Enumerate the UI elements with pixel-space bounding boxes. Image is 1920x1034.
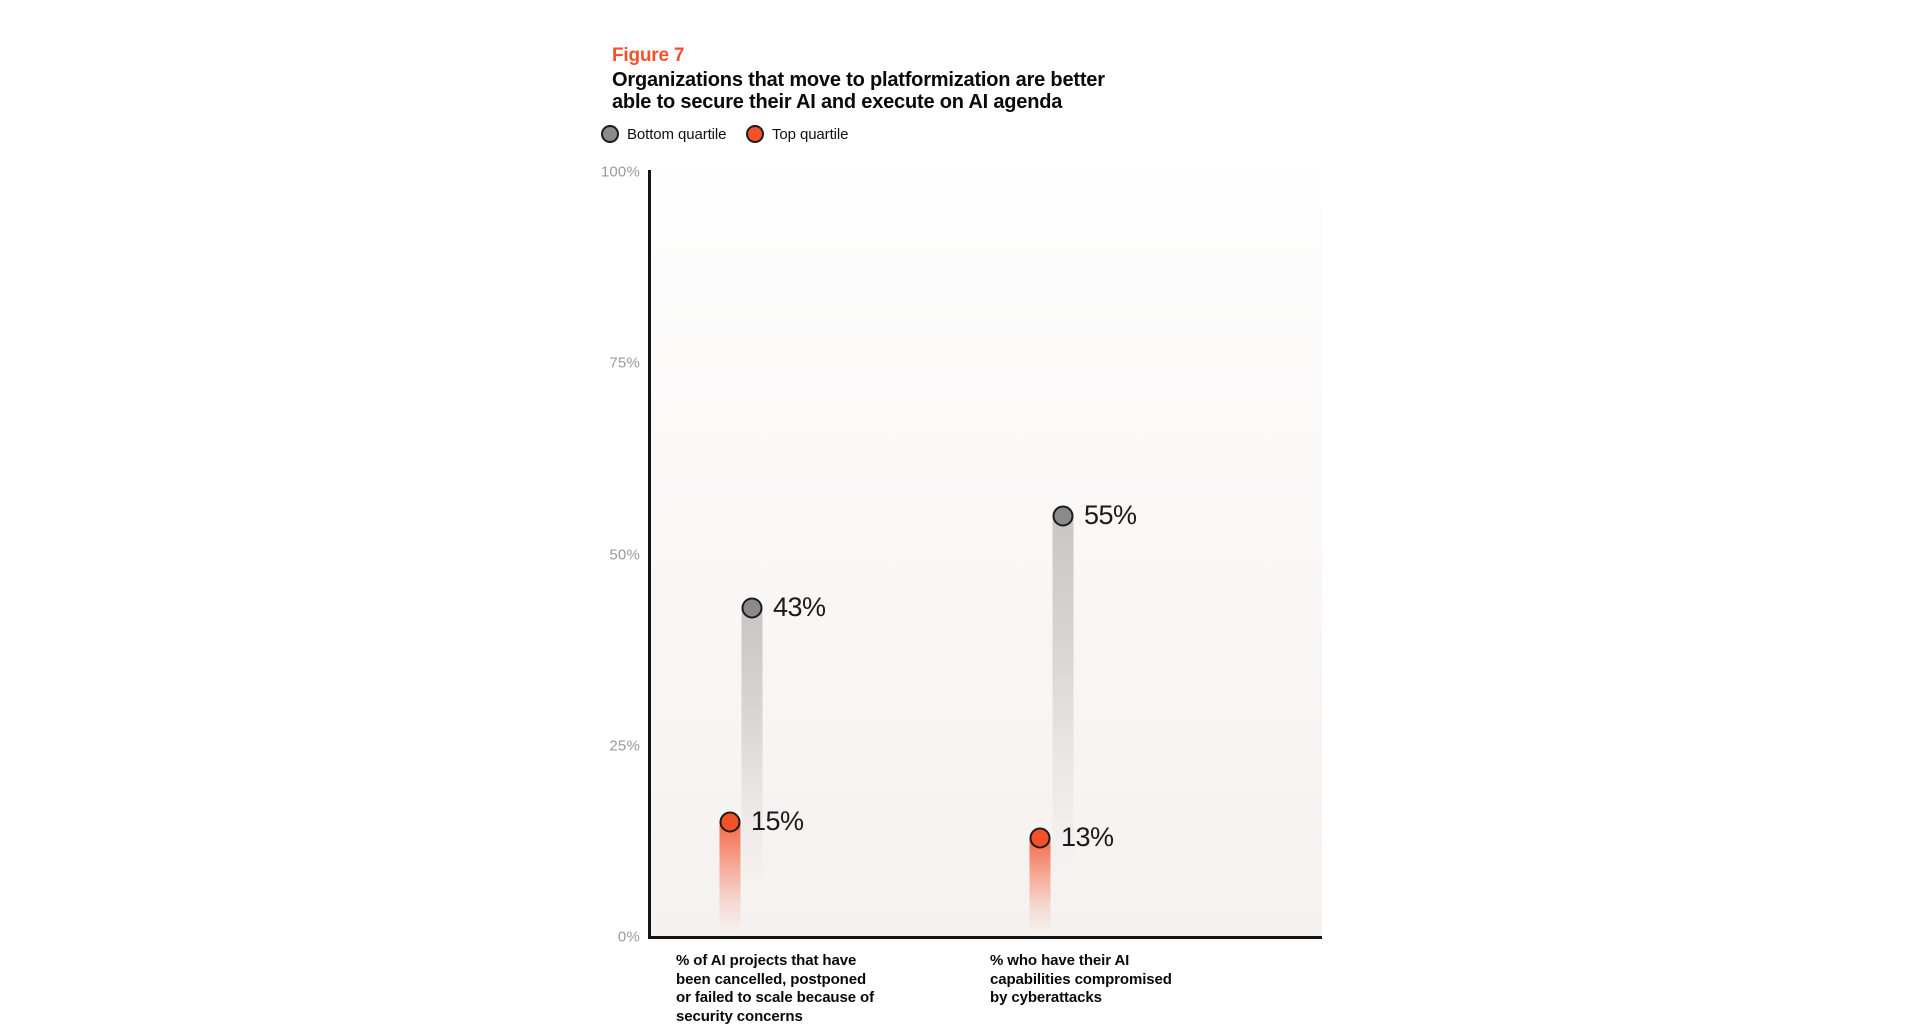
lollipop-trail-top-quartile [719,822,741,937]
x-axis-line [648,936,1322,939]
plot-background [651,172,1322,937]
top-quartile-dot-icon [746,125,764,143]
data-point-bottom-quartile [741,597,763,619]
bottom-quartile-dot-icon [601,125,619,143]
legend-label: Bottom quartile [627,126,727,143]
category-label-line: % who have their AI [990,952,1130,969]
data-point-bottom-quartile [1052,505,1074,527]
category-label-line: or failed to scale because of [676,989,875,1006]
figure-number-label: Figure 7 [612,45,685,66]
figure-title-line-2: able to secure their AI and execute on A… [612,91,1063,113]
figure-title: Organizations that move to platformizati… [612,69,1105,113]
value-label: 55% [1084,500,1137,531]
lollipop-trail-bottom-quartile [1052,516,1074,937]
lollipop-trail-top-quartile [1029,837,1051,937]
value-label: 15% [751,806,804,837]
y-axis-line [648,170,651,939]
category-label-line: % of AI projects that have [676,952,857,969]
x-axis-category-label: % who have their AI capabilities compromi… [990,952,1172,1008]
lollipop-trail-bottom-quartile [741,608,763,937]
y-axis-tick-label: 25% [609,737,640,755]
legend-label: Top quartile [772,126,849,143]
value-label: 43% [773,591,826,622]
category-label-line: security concerns [676,1007,803,1025]
y-axis-tick-label: 0% [617,928,640,946]
category-label-line: by cyberattacks [990,989,1102,1006]
category-label-line: been cancelled, postponed [676,970,867,988]
data-point-top-quartile [719,811,741,833]
figure-title-line-1: Organizations that move to platformizati… [612,69,1105,91]
value-label: 13% [1061,821,1114,852]
y-axis-tick-label: 75% [609,354,640,372]
y-axis-tick-label: 100% [600,163,640,181]
y-axis-tick-label: 50% [609,546,640,563]
data-point-top-quartile [1029,827,1051,849]
category-label-line: capabilities compromised [990,970,1172,988]
x-axis-category-label: % of AI projects that have been cancelled… [676,952,874,1026]
